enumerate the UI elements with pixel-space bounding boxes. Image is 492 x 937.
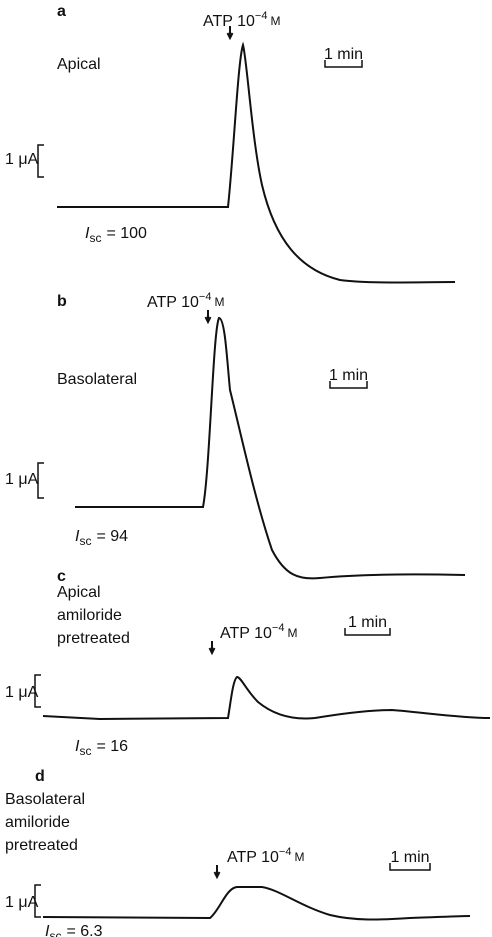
isc-symbol: I (75, 738, 80, 755)
time-scale-label: 1 min (348, 614, 387, 631)
isc-value: = 100 (106, 225, 147, 242)
panel-letter: a (57, 3, 66, 20)
isc-symbol: I (75, 528, 80, 545)
trace (42, 886, 471, 921)
current-scale-label: 1 μA (5, 894, 39, 911)
stimulus: ATP 10 (147, 294, 199, 311)
isc-label: Isc = 16 (75, 738, 128, 758)
time-scale-label: 1 min (329, 367, 368, 384)
stimulus-label: ATP 10−4 M (147, 291, 224, 311)
isc-value: = 6.3 (66, 923, 102, 937)
stimulus: ATP 10 (220, 625, 272, 642)
time-scale-label: 1 min (390, 849, 429, 866)
isc-subscript: sc (79, 744, 91, 758)
stimulus: ATP 10 (227, 849, 279, 866)
arrow (208, 641, 216, 656)
current-scale-label: 1 μA (5, 151, 39, 168)
time-bracket (329, 381, 368, 389)
stimulus: ATP 10 (203, 13, 255, 30)
time-bracket (344, 628, 391, 636)
trace (75, 316, 466, 580)
time-bracket (324, 60, 363, 68)
trace (42, 675, 491, 721)
exponent: −4 (199, 291, 212, 303)
time-scale-label: 1 min (324, 46, 363, 63)
location-label: amiloride (5, 814, 70, 831)
isc-label: Isc = 6.3 (45, 923, 103, 937)
stimulus-label: ATP 10−4 M (203, 10, 280, 30)
isc-label: Isc = 94 (75, 528, 128, 548)
isc-symbol: I (45, 923, 50, 937)
location-label: Apical (57, 584, 101, 601)
arrow (226, 26, 234, 41)
trace (57, 41, 456, 284)
exponent: −4 (272, 622, 285, 634)
isc-symbol: I (85, 225, 90, 242)
time-bracket (389, 863, 431, 871)
arrow (213, 865, 221, 880)
unit: M (294, 850, 304, 864)
panel-letter: b (57, 293, 67, 310)
isc-subscript: sc (79, 534, 91, 548)
current-scale-label: 1 μA (5, 684, 39, 701)
location-label: Basolateral (5, 791, 85, 808)
panel-letter: d (35, 768, 45, 785)
exponent: −4 (255, 10, 268, 22)
current-bracket (34, 884, 41, 918)
isc-value: = 94 (96, 528, 128, 545)
current-bracket (37, 462, 44, 499)
location-label: Apical (57, 56, 101, 73)
current-scale-label: 1 μA (5, 471, 39, 488)
stimulus-label: ATP 10−4 M (220, 622, 297, 642)
arrow (204, 310, 212, 325)
location-label: amiloride (57, 607, 122, 624)
unit: M (214, 295, 224, 309)
isc-subscript: sc (49, 929, 61, 937)
isc-value: = 16 (96, 738, 128, 755)
isc-subscript: sc (89, 231, 101, 245)
location-label: Basolateral (57, 371, 137, 388)
exponent: −4 (279, 846, 292, 858)
unit: M (270, 14, 280, 28)
unit: M (287, 626, 297, 640)
isc-label: Isc = 100 (85, 225, 147, 245)
stimulus-label: ATP 10−4 M (227, 846, 304, 866)
current-bracket (34, 674, 41, 708)
current-bracket (37, 144, 44, 178)
location-label: pretreated (5, 837, 78, 854)
panel-letter: c (57, 568, 66, 585)
location-label: pretreated (57, 630, 130, 647)
